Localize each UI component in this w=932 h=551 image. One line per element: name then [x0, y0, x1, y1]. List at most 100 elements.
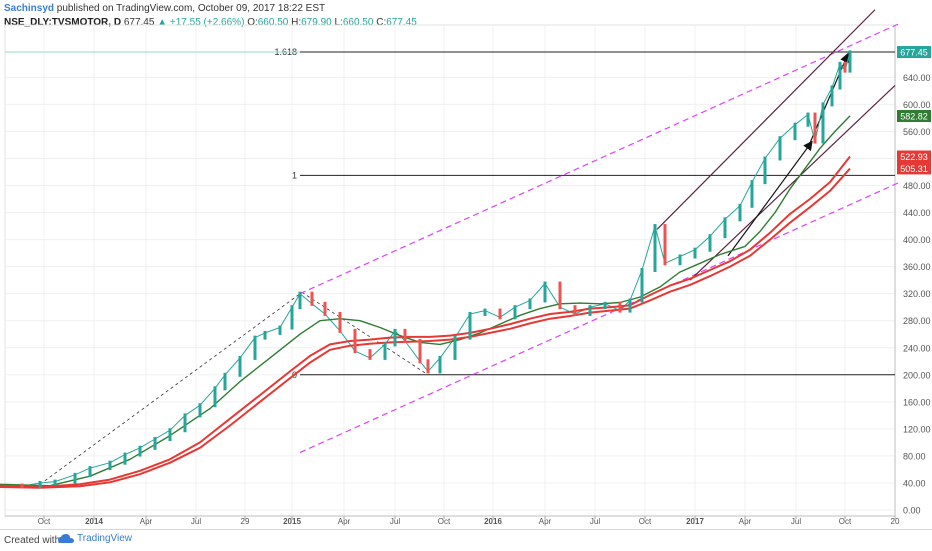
moving-average-line: [0, 115, 851, 487]
price-axis: 0.00 40.00 80.00 120.00 160.00 200.00 240.00 28…: [903, 73, 931, 516]
candle: [806, 112, 810, 127]
published-text: published on TradingView.com, October 09…: [54, 3, 326, 14]
y-tick-label: 80.00: [903, 451, 926, 461]
close-value: 677.45: [386, 17, 417, 28]
candle: [290, 305, 294, 330]
candle: [843, 61, 847, 73]
ohlc-line: NSE_DLY:TVSMOTOR, D 677.45 ▲ +17.55 (+2.…: [4, 16, 924, 30]
chart-header: Sachinsyd published on TradingView.com, …: [4, 2, 924, 30]
x-tick-label: Oct: [438, 517, 451, 526]
trendline: [727, 140, 813, 257]
candle: [53, 479, 57, 485]
candle: [438, 355, 442, 374]
x-tick-label: 29: [241, 517, 250, 526]
candle: [310, 291, 314, 306]
x-tick-label: Jul: [590, 517, 600, 526]
candle: [353, 328, 357, 354]
price-tag-box: [897, 150, 931, 163]
candle: [183, 413, 187, 433]
x-tick-label: Oct: [639, 517, 652, 526]
y-tick-label: 120.00: [903, 424, 931, 434]
candle: [763, 156, 767, 185]
y-tick-label: 160.00: [903, 397, 931, 407]
up-arrow-icon: ▲: [157, 17, 168, 28]
y-tick-label: 400.00: [903, 235, 931, 245]
x-tick-label: Jul: [390, 517, 400, 526]
candle: [88, 466, 92, 477]
trendlines: [39, 9, 901, 485]
x-tick-label: 2015: [283, 517, 301, 526]
y-tick-label: 320.00: [903, 289, 931, 299]
y-tick-label: 440.00: [903, 208, 931, 218]
y-tick-label: 40.00: [903, 478, 926, 488]
candle: [153, 437, 157, 450]
candle: [498, 308, 502, 320]
candle: [278, 325, 282, 335]
trendline: [39, 292, 303, 485]
y-tick-label: 640.00: [903, 73, 931, 83]
candle: [20, 483, 24, 489]
trendline: [689, 85, 896, 281]
candle: [813, 112, 817, 144]
y-tick-label: 600.00: [903, 100, 931, 110]
time-axis: Oct 2014 Apr Jul 29 2015 Apr Jul Oct 2016 Apr Jul Oc…: [38, 516, 900, 526]
price-tag-label: 505.31: [900, 164, 928, 174]
candle: [821, 102, 825, 144]
candle: [778, 136, 782, 161]
candle: [123, 452, 127, 465]
x-tick-label: Apr: [539, 517, 552, 526]
candle: [618, 301, 622, 313]
candle: [403, 328, 407, 343]
x-tick-label: Oct: [38, 517, 51, 526]
candle: [738, 203, 742, 222]
cloud-icon: [58, 533, 74, 543]
candle: [693, 247, 697, 259]
candle: [653, 224, 657, 273]
candle: [830, 85, 834, 107]
plot-frame: [4, 24, 896, 517]
candle: [198, 403, 202, 418]
low-value: 660.50: [342, 17, 374, 28]
candle: [838, 61, 842, 90]
candle: [483, 308, 487, 316]
candle: [793, 122, 797, 141]
x-tick-label: 20: [891, 517, 900, 526]
publish-line: Sachinsyd published on TradingView.com, …: [4, 2, 924, 16]
candle: [368, 349, 372, 360]
author-link[interactable]: Sachinsyd: [4, 3, 55, 14]
y-tick-label: 480.00: [903, 181, 931, 191]
x-tick-label: 2014: [85, 517, 103, 526]
price-line: [0, 52, 851, 487]
fib-level-label: 1: [292, 170, 297, 180]
candle: [678, 254, 682, 266]
x-tick-label: 2016: [484, 517, 502, 526]
y-tick-label: 560.00: [903, 127, 931, 137]
x-tick-label: Jul: [791, 517, 801, 526]
x-tick-label: Jul: [191, 517, 201, 526]
candle: [628, 298, 632, 313]
candle: [723, 217, 727, 239]
y-tick-label: 240.00: [903, 343, 931, 353]
low-label: L:: [334, 17, 343, 28]
candle: [223, 372, 227, 391]
candle: [573, 305, 577, 316]
brand-text: TradingView: [77, 533, 133, 544]
price-tag-label: 582.82: [900, 112, 928, 122]
candle: [263, 330, 267, 340]
candle: [603, 301, 607, 310]
y-tick-label: 200.00: [903, 370, 931, 380]
open-value: 660.50: [257, 17, 289, 28]
candle: [73, 472, 77, 484]
price-tag-box: [897, 46, 931, 59]
candle: [453, 335, 457, 360]
tradingview-logo-link[interactable]: TradingView: [58, 533, 132, 544]
x-tick-label: Apr: [140, 517, 153, 526]
candle: [298, 291, 302, 310]
price-tags: 677.45 582.82 522.93 505.31: [897, 46, 931, 175]
close-label: C:: [376, 17, 387, 28]
trendline: [656, 9, 876, 230]
trendline: [301, 291, 429, 376]
candle: [663, 224, 667, 266]
